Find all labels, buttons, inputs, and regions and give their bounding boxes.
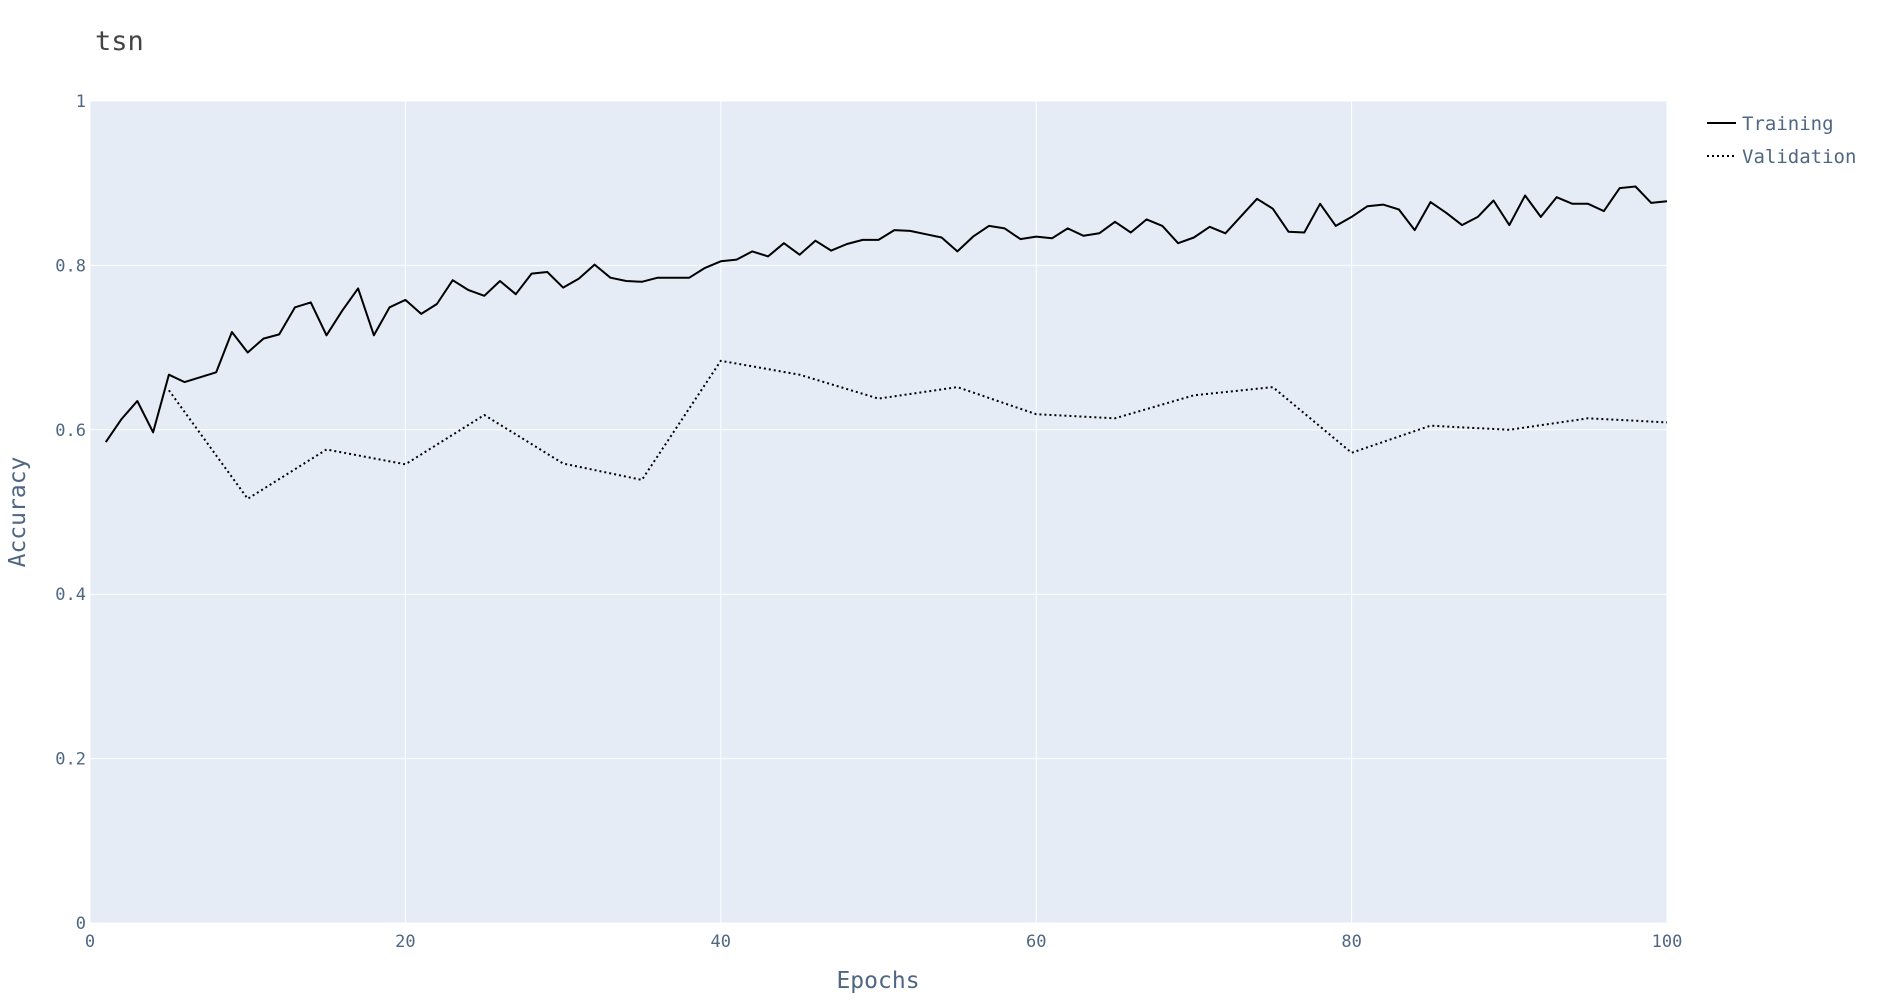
series-line-training [104,185,1668,443]
y-tick-label: 0.2 [55,750,86,770]
x-tick-label: 40 [711,932,731,952]
y-tick-labels: 0 0.2 0.4 0.6 0.8 1 [55,92,86,934]
legend: Training Validation [1707,113,1856,168]
series-layer [104,185,1668,500]
x-gridlines [89,101,1668,923]
y-tick-label: 0.4 [55,585,86,605]
y-tick-label: 0.8 [55,256,86,276]
x-tick-labels: 0 20 40 60 80 100 [85,932,1682,952]
x-tick-label: 60 [1026,932,1046,952]
y-tick-label: 0 [76,914,86,934]
x-tick-label: 20 [395,932,415,952]
plot-area [90,101,1667,923]
x-axis-title: Epochs [836,968,919,994]
x-tick-label: 100 [1652,932,1683,952]
x-tick-label: 80 [1341,932,1361,952]
y-axis-title: Accuracy [5,457,31,568]
y-gridlines [90,100,1667,924]
y-tick-label: 1 [76,92,86,112]
legend-label-training: Training [1742,113,1834,135]
chart-title: tsn [95,26,144,57]
x-tick-label: 0 [85,932,95,952]
legend-label-validation: Validation [1742,146,1856,168]
y-tick-label: 0.6 [55,421,86,441]
